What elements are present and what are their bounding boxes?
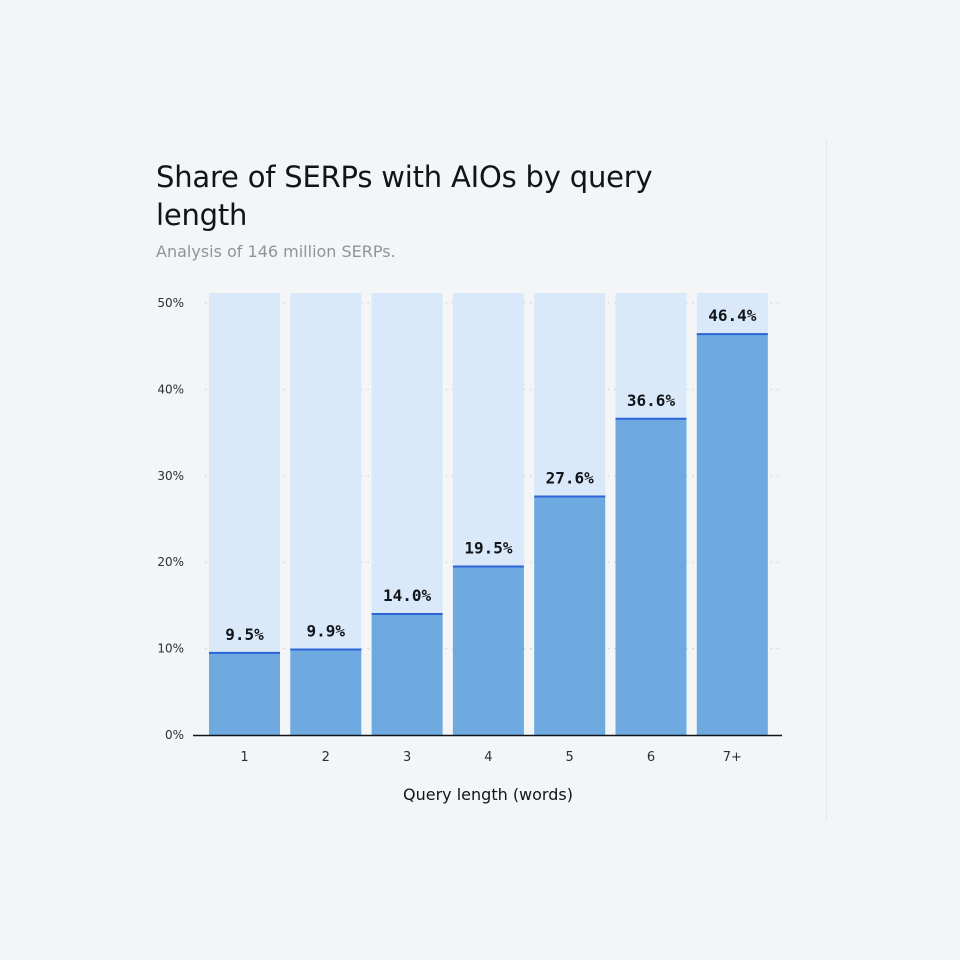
chart-subtitle: Analysis of 146 million SERPs. — [156, 242, 396, 261]
y-tick-label: 50% — [157, 296, 184, 310]
x-tick-label: 3 — [403, 750, 411, 765]
bar — [534, 496, 606, 735]
x-tick-label: 5 — [566, 750, 574, 765]
bar — [696, 334, 768, 735]
y-tick-label: 30% — [157, 469, 184, 483]
value-label: 27.6% — [546, 469, 595, 488]
y-tick-label: 40% — [157, 382, 184, 396]
value-label: 19.5% — [464, 539, 513, 558]
x-tick-labels: 1 2 3 4 5 6 7+ — [240, 750, 742, 765]
x-tick-label: 2 — [322, 750, 330, 765]
y-tick-label: 0% — [165, 728, 184, 742]
x-tick-label: 7+ — [723, 750, 742, 765]
bar — [371, 614, 443, 735]
x-axis-label: Query length (words) — [403, 785, 573, 804]
y-tick-label: 20% — [157, 555, 184, 569]
bar — [615, 418, 687, 735]
y-tick-label: 10% — [157, 642, 184, 656]
value-labels: 9.5% 9.9% 14.0% 19.5% 27.6% 36.6% 46.4% — [225, 306, 757, 644]
value-label: 46.4% — [708, 306, 757, 325]
y-tick-labels: 0% 10% 20% 30% 40% 50% — [157, 296, 184, 742]
bar — [209, 652, 280, 735]
x-tick-label: 6 — [647, 750, 655, 765]
data-bars — [209, 333, 768, 735]
value-label: 36.6% — [627, 391, 676, 410]
value-label: 14.0% — [383, 586, 432, 605]
x-tick-label: 1 — [240, 750, 248, 765]
x-tick-label: 4 — [484, 750, 492, 765]
value-label: 9.5% — [225, 625, 264, 644]
bar — [452, 566, 524, 735]
chart-title: Share of SERPs with AIOs by query length — [156, 160, 653, 232]
vertical-divider — [826, 140, 827, 820]
bar — [290, 649, 362, 735]
value-label: 9.9% — [307, 621, 346, 640]
